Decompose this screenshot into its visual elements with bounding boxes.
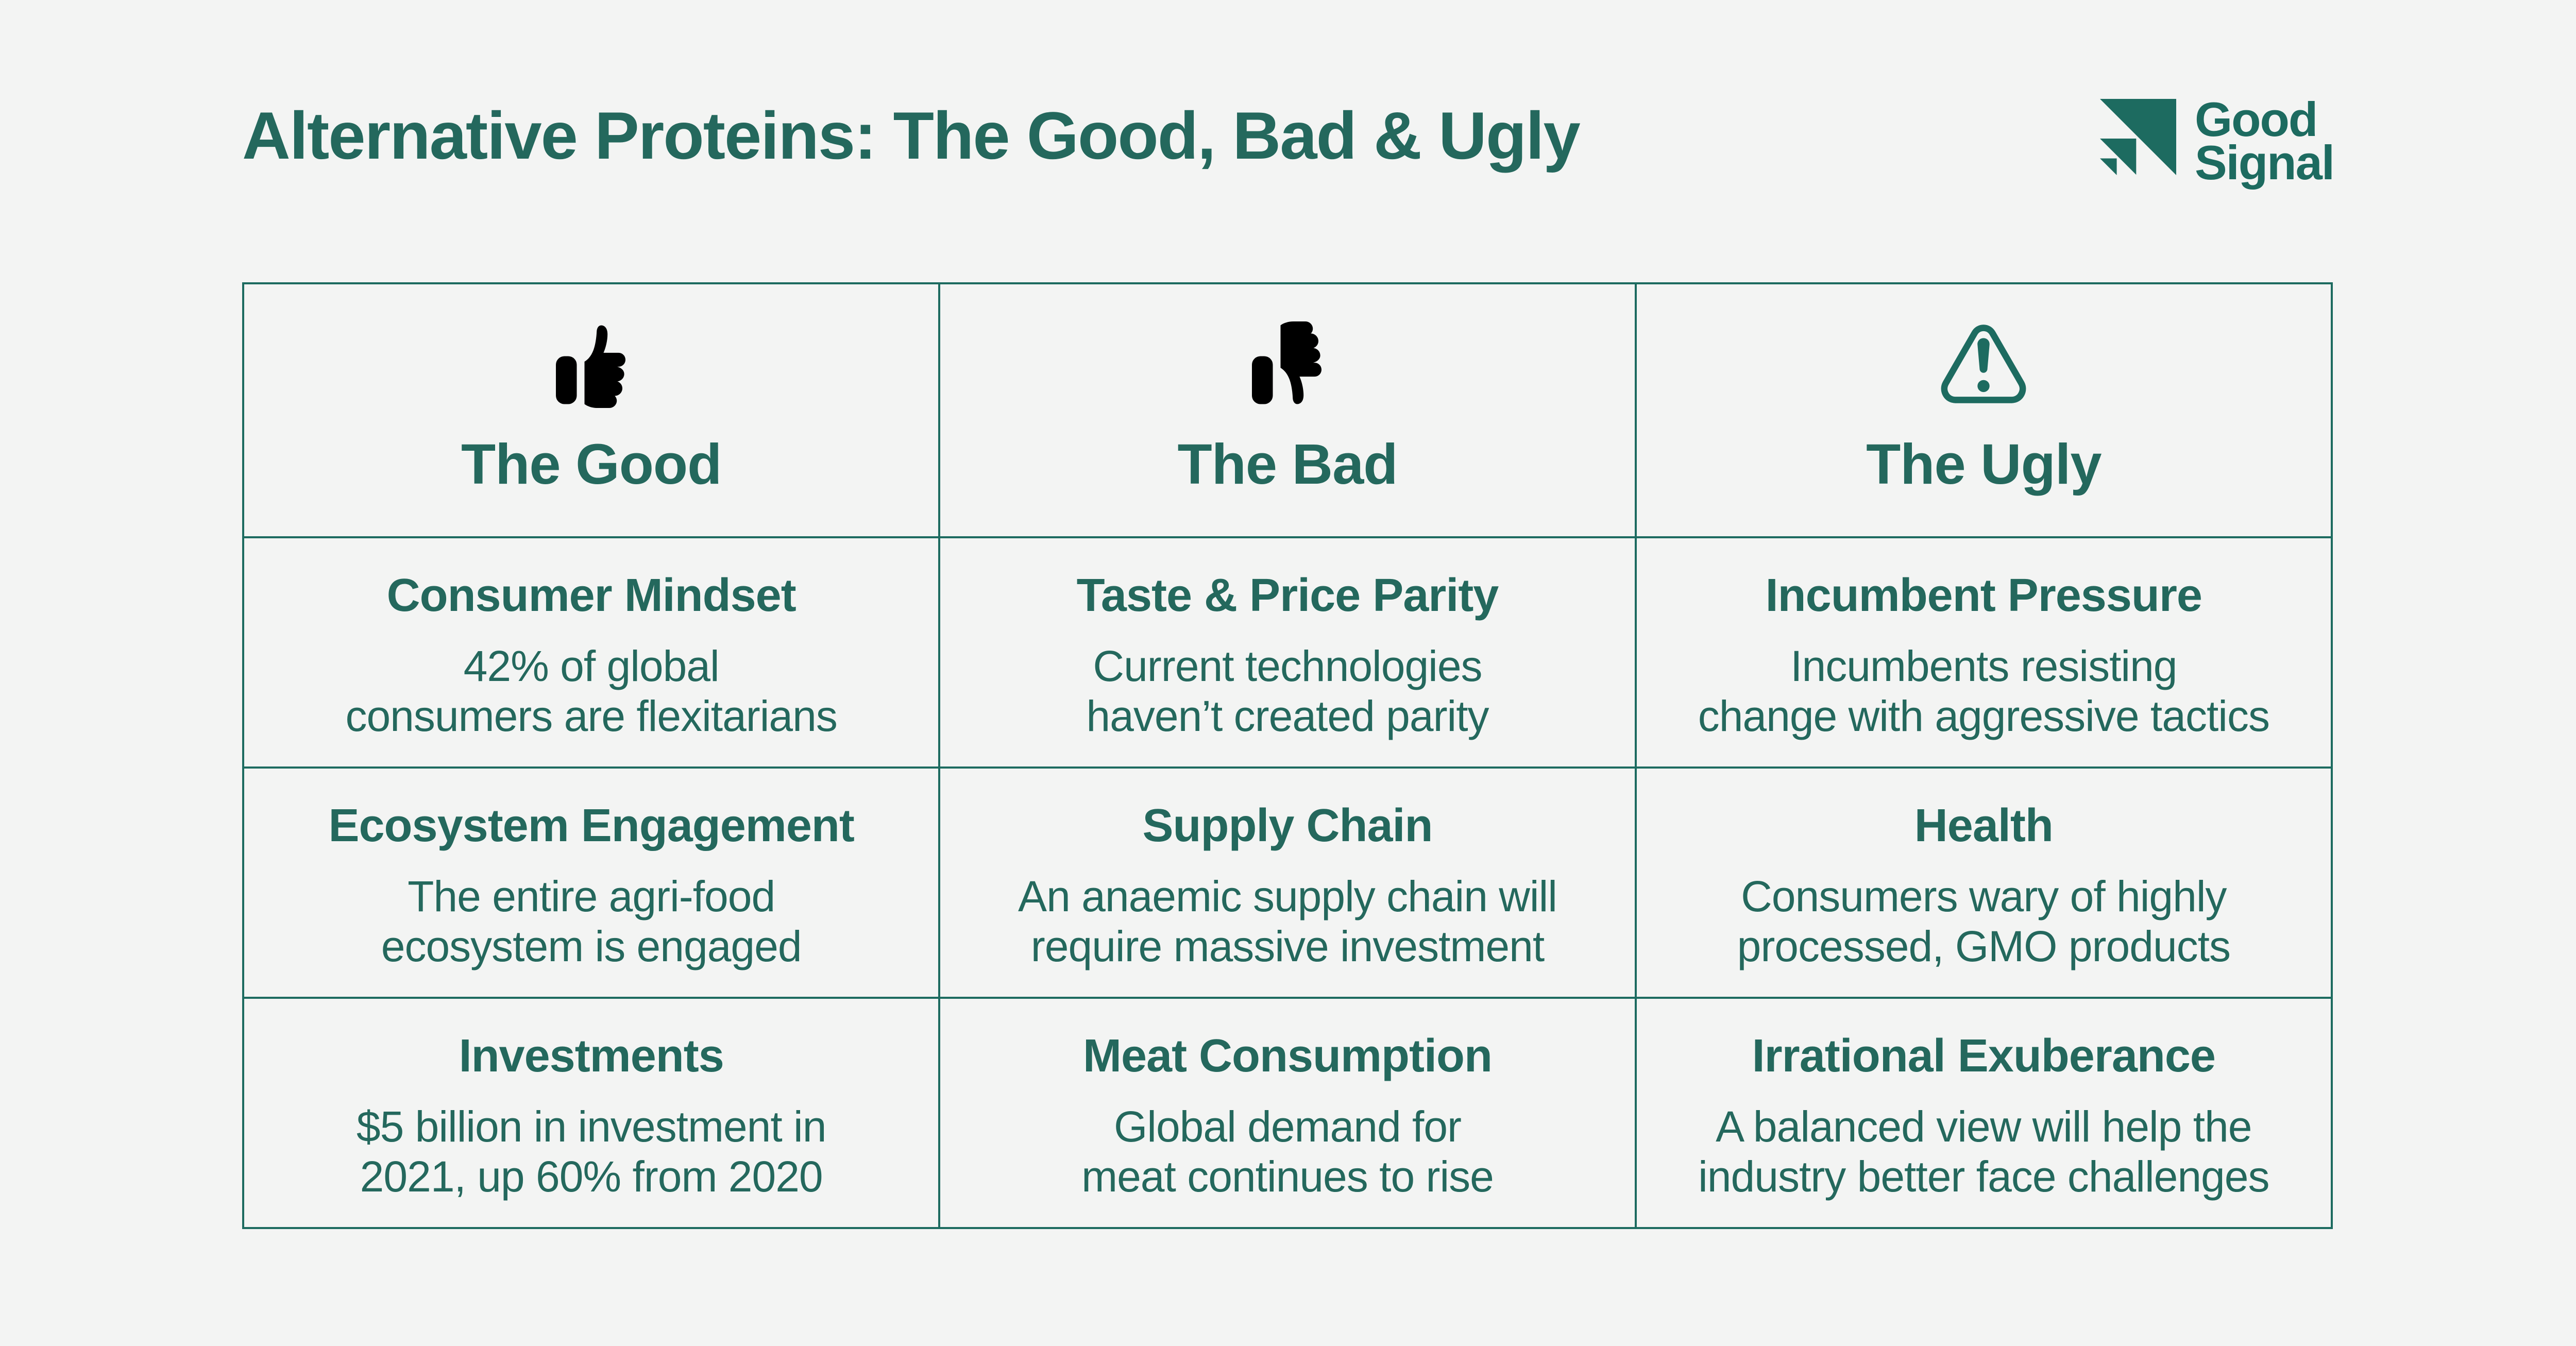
cell-title: Investments bbox=[459, 1030, 724, 1082]
cell-title: Supply Chain bbox=[1142, 800, 1433, 851]
cell-title: Health bbox=[1914, 800, 2054, 851]
column-the-ugly: The Ugly Incumbent Pressure Incumbents r… bbox=[1634, 284, 2331, 1227]
column-label: The Ugly bbox=[1866, 433, 2102, 496]
cell-body: A balanced view will help the industry b… bbox=[1698, 1102, 2269, 1201]
cell-body: Global demand for meat continues to rise bbox=[1081, 1102, 1494, 1201]
table-cell: Health Consumers wary of highly processe… bbox=[1636, 766, 2331, 997]
table-cell: Irrational Exuberance A balanced view wi… bbox=[1636, 997, 2331, 1227]
column-header-bad: The Bad bbox=[940, 284, 1634, 536]
cell-title: Consumer Mindset bbox=[386, 570, 796, 621]
table-cell: Meat Consumption Global demand for meat … bbox=[940, 997, 1635, 1227]
column-label: The Good bbox=[461, 433, 722, 496]
column-the-good: The Good Consumer Mindset 42% of global … bbox=[244, 284, 939, 1227]
cell-body: Current technologies haven’t created par… bbox=[1086, 642, 1489, 740]
comparison-table: The Good Consumer Mindset 42% of global … bbox=[242, 282, 2333, 1229]
table-cell: Consumer Mindset 42% of global consumers… bbox=[244, 536, 939, 766]
good-signal-logo: Good Signal bbox=[2099, 92, 2335, 190]
cell-body: Consumers wary of highly processed, GMO … bbox=[1737, 872, 2231, 970]
table-cell: Supply Chain An anaemic supply chain wil… bbox=[940, 766, 1635, 997]
column-header-ugly: The Ugly bbox=[1637, 284, 2331, 536]
cell-body: 42% of global consumers are flexitarians bbox=[345, 642, 837, 740]
good-signal-logo-icon bbox=[2099, 99, 2176, 175]
cell-title: Incumbent Pressure bbox=[1765, 570, 2202, 621]
column-header-good: The Good bbox=[244, 284, 938, 536]
cell-title: Irrational Exuberance bbox=[1752, 1030, 2216, 1082]
logo-word-good: Good bbox=[2194, 92, 2318, 146]
thumbs-up-icon bbox=[555, 325, 625, 408]
cell-body: $5 billion in investment in 2021, up 60%… bbox=[356, 1102, 827, 1201]
cell-title: Taste & Price Parity bbox=[1076, 570, 1499, 621]
cell-body: Incumbents resisting change with aggress… bbox=[1698, 642, 2270, 740]
cell-body: An anaemic supply chain will require mas… bbox=[1018, 872, 1557, 970]
cell-title: Ecosystem Engagement bbox=[328, 800, 854, 851]
column-label: The Bad bbox=[1177, 433, 1398, 496]
cell-title: Meat Consumption bbox=[1083, 1030, 1493, 1082]
table-cell: Incumbent Pressure Incumbents resisting … bbox=[1636, 536, 2331, 766]
warning-icon bbox=[1941, 325, 2026, 403]
column-the-bad: The Bad Taste & Price Parity Current tec… bbox=[938, 284, 1635, 1227]
table-cell: Taste & Price Parity Current technologie… bbox=[940, 536, 1635, 766]
logo-wordmark: Good Signal bbox=[2194, 92, 2335, 190]
table-cell: Investments $5 billion in investment in … bbox=[244, 997, 939, 1227]
cell-body: The entire agri-food ecosystem is engage… bbox=[381, 872, 802, 970]
logo-word-signal: Signal bbox=[2194, 135, 2335, 190]
table-cell: Ecosystem Engagement The entire agri-foo… bbox=[244, 766, 939, 997]
thumbs-down-icon bbox=[1251, 321, 1321, 404]
page-title: Alternative Proteins: The Good, Bad & Ug… bbox=[242, 98, 1581, 173]
